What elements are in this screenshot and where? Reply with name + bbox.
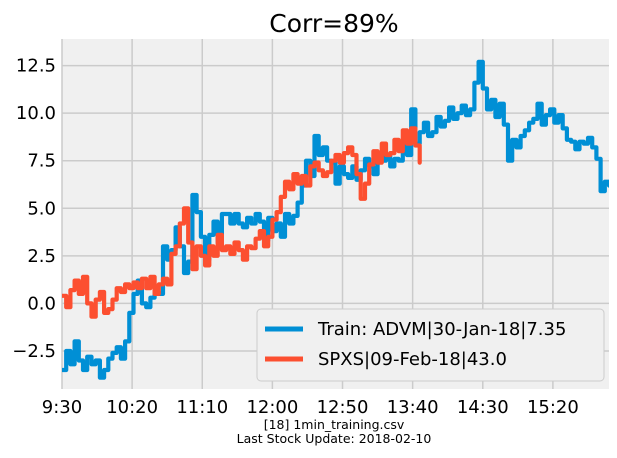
y-tick-label: −2.5	[12, 341, 56, 362]
x-tick-label: 13:40	[387, 397, 439, 418]
x-tick-label: 11:10	[176, 397, 228, 418]
y-tick-label: 2.5	[27, 246, 56, 267]
y-tick-label: 5.0	[27, 198, 56, 219]
y-tick-label: 10.0	[16, 103, 56, 124]
series-line-spxs	[62, 126, 422, 319]
x-tick-label: 12:00	[246, 397, 298, 418]
y-tick-label: 0.0	[27, 293, 56, 314]
legend: Train: ADVM|30-Jan-18|7.35 SPXS|09-Feb-1…	[256, 308, 605, 382]
x-axis-ticks: 9:30 10:20 11:10 12:00 12:50 13:40 14:30 15:20	[42, 397, 579, 418]
chart-title: Corr=89%	[269, 9, 398, 38]
legend-label-spxs: SPXS|09-Feb-18|43.0	[318, 349, 507, 370]
x-tick-label: 12:50	[317, 397, 369, 418]
y-tick-label: 12.5	[16, 56, 56, 77]
x-tick-label: 15:20	[527, 397, 579, 418]
footnote-update: Last Stock Update: 2018-02-10	[237, 431, 432, 446]
y-tick-label: 7.5	[27, 151, 56, 172]
grid-lines	[61, 39, 609, 389]
legend-label-train: Train: ADVM|30-Jan-18|7.35	[317, 319, 566, 340]
x-tick-label: 10:20	[106, 397, 158, 418]
y-axis-ticks: −2.5 0.0 2.5 5.0 7.5 10.0 12.5	[12, 56, 56, 362]
x-tick-label: 9:30	[42, 397, 82, 418]
legend-box	[256, 308, 605, 382]
x-tick-label: 14:30	[457, 397, 509, 418]
footnote-file: [18] 1min_training.csv	[264, 417, 405, 432]
series-layer	[62, 59, 609, 380]
